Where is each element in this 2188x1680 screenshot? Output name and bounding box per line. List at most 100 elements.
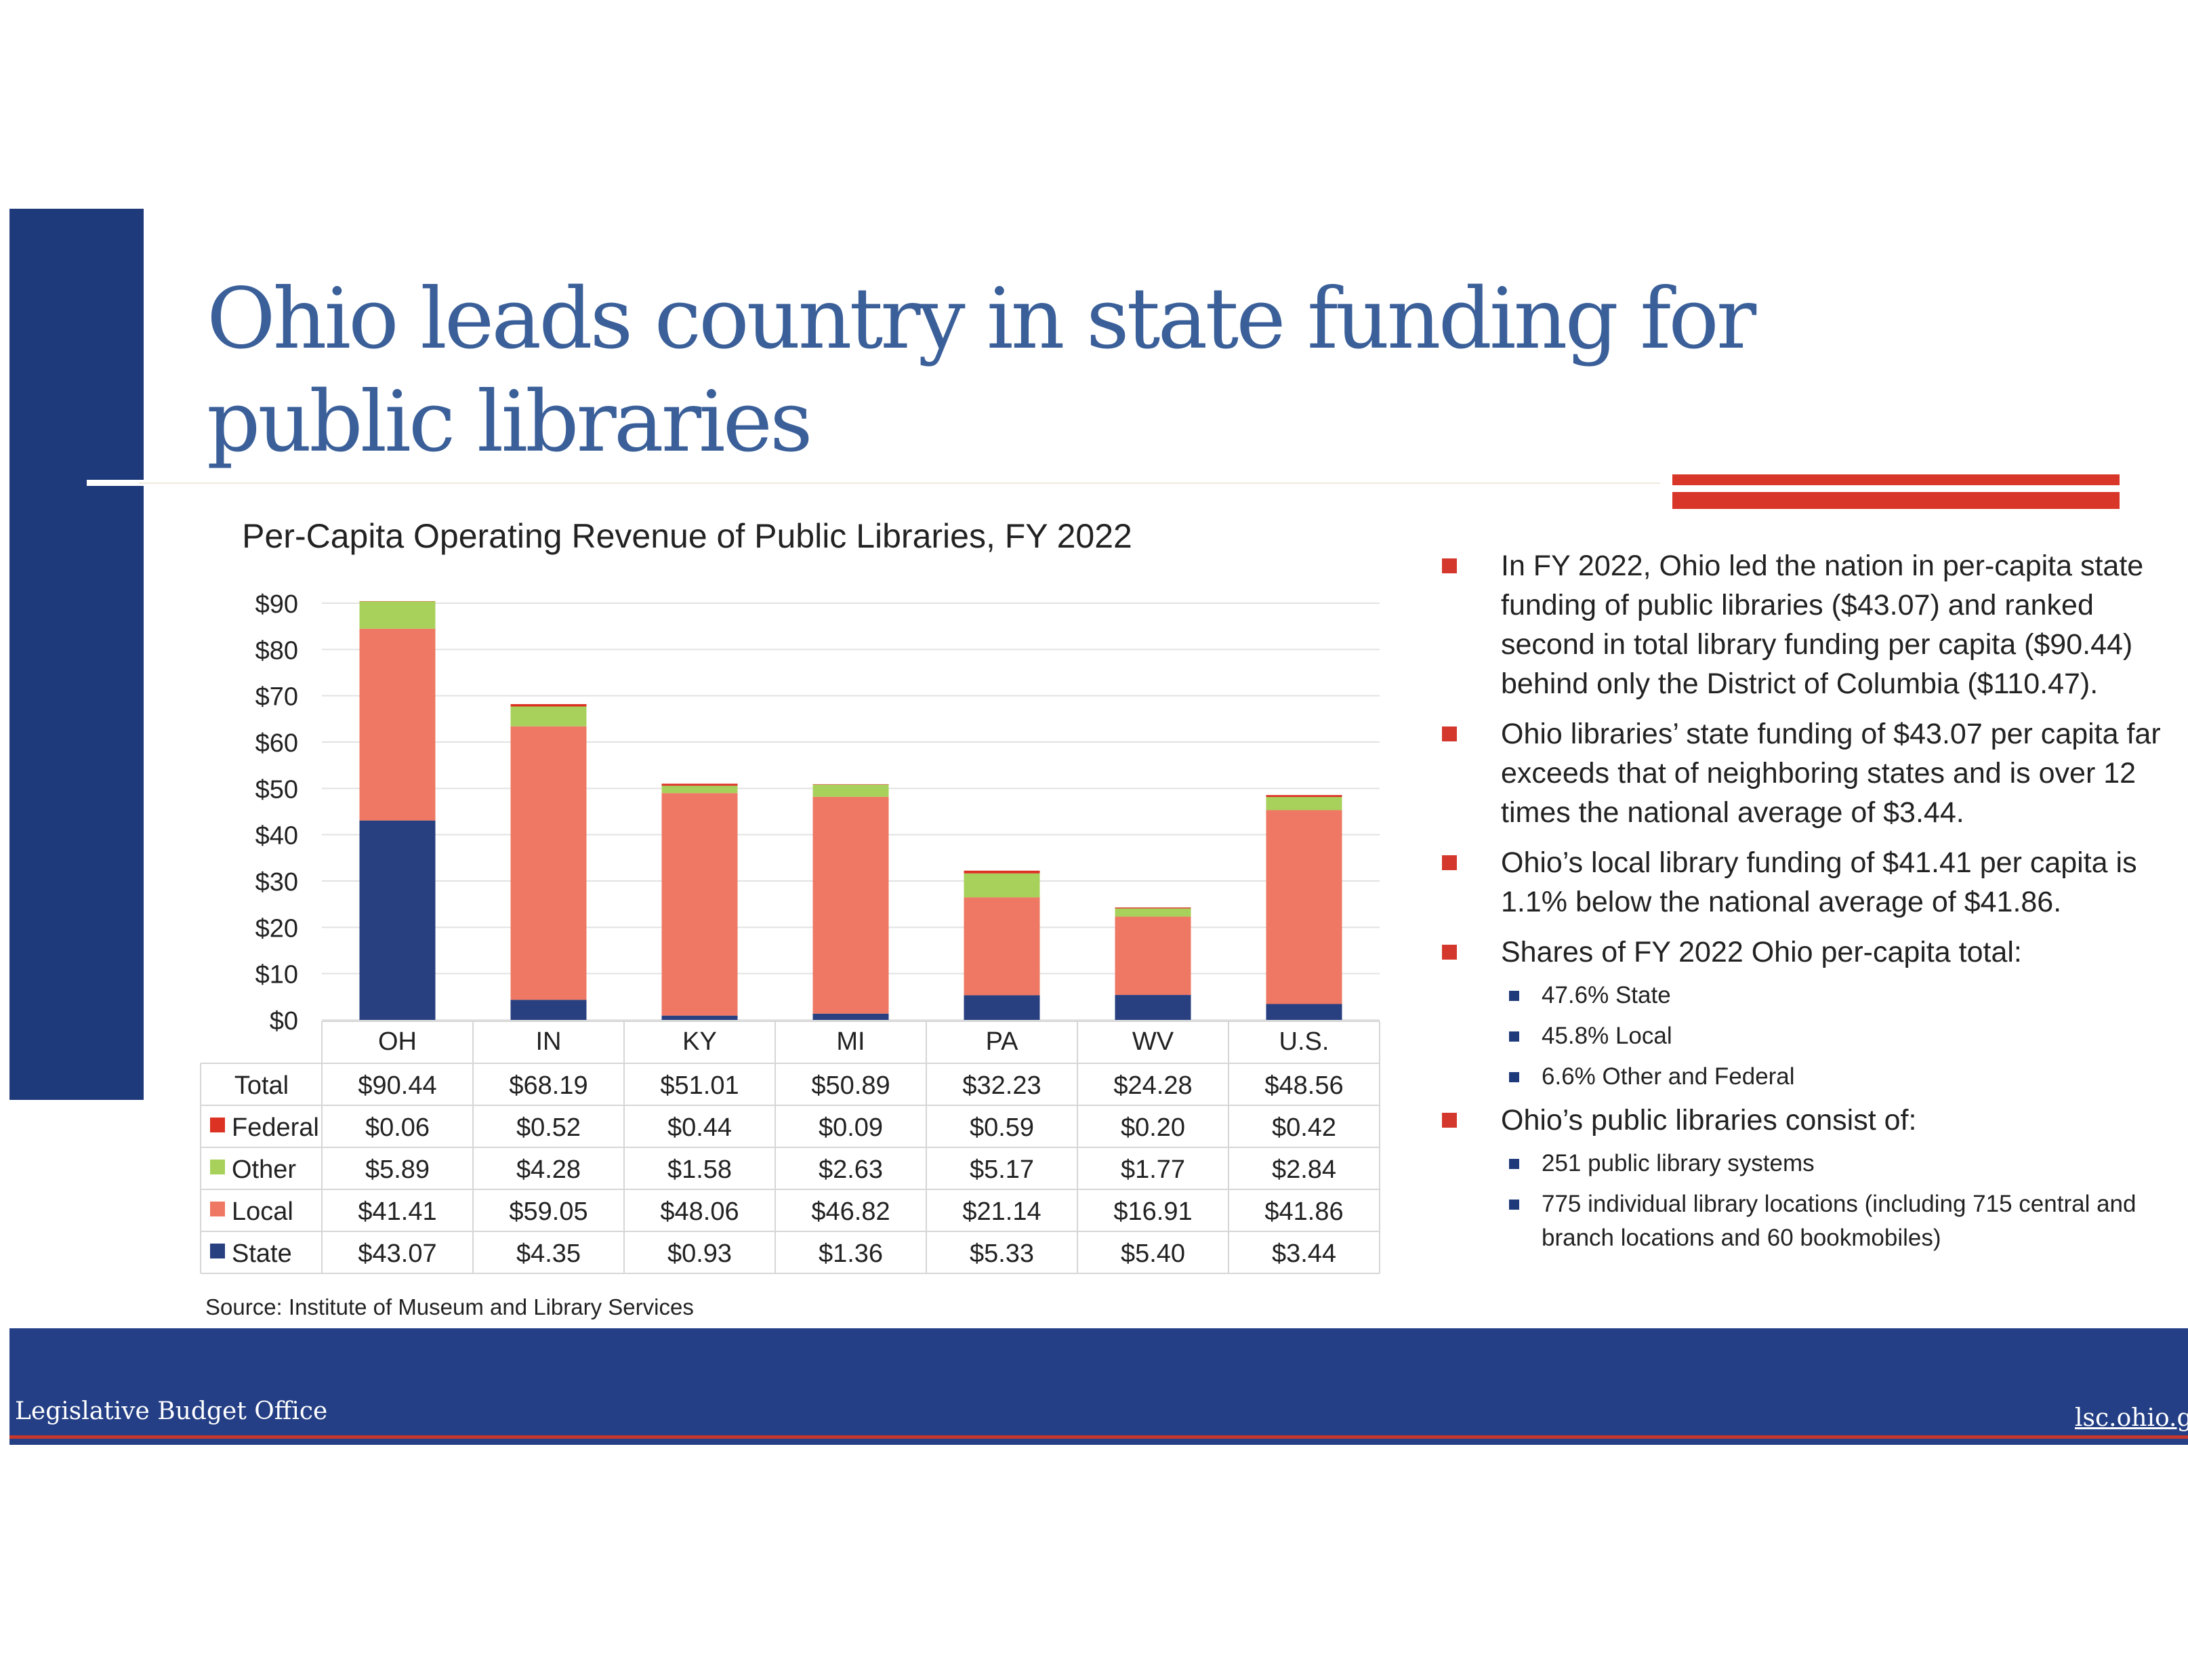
y-tick-label: $80 (255, 636, 298, 665)
bullet-text: Ohio’s local library funding of $41.41 p… (1501, 846, 2137, 918)
bar-other-wv (1115, 908, 1191, 917)
x-category-label: KY (682, 1027, 717, 1056)
x-category-label: OH (378, 1027, 417, 1056)
table-cell-state: $3.44 (1272, 1239, 1336, 1268)
bar-state-pa (964, 995, 1040, 1020)
bullet-item: Shares of FY 2022 Ohio per-capita total:… (1437, 933, 2182, 1094)
sub-bullet-text: 251 public library systems (1542, 1150, 1815, 1176)
bar-state-in (510, 1000, 587, 1020)
bar-state-oh (359, 820, 436, 1020)
sub-bullet-square-icon (1509, 1072, 1519, 1082)
footer-red-line (9, 1435, 2188, 1439)
legend-label-other: Other (232, 1155, 296, 1184)
bar-local-us (1266, 810, 1342, 1004)
bullet-item: Ohio’s local library funding of $41.41 p… (1437, 843, 2182, 922)
chart-bars (359, 601, 1342, 1020)
table-cell-other: $2.84 (1272, 1155, 1336, 1184)
x-category-label: IN (536, 1027, 562, 1056)
footer-band (9, 1328, 2188, 1445)
table-cell-local: $16.91 (1113, 1197, 1192, 1226)
bullet-text: In FY 2022, Ohio led the nation in per-c… (1501, 550, 2144, 700)
table-cell-state: $4.35 (516, 1239, 581, 1268)
bar-other-in (510, 706, 587, 726)
sub-bullet-item: 775 individual library locations (includ… (1501, 1187, 2182, 1255)
bar-local-wv (1115, 916, 1191, 996)
sub-bullet-item: 251 public library systems (1501, 1147, 2182, 1181)
bullet-square-icon (1442, 558, 1457, 573)
legend-swatch-federal (210, 1118, 225, 1132)
bar-local-pa (964, 897, 1040, 996)
y-axis: $90 $80 $70 $60 $50 $40 $30 $20 $10 $0 (255, 590, 298, 1036)
x-category-label: WV (1132, 1027, 1174, 1056)
table-row-label-total: Total (234, 1071, 289, 1100)
table-cell-total: $32.23 (962, 1071, 1041, 1100)
sub-bullet-item: 6.6% Other and Federal (1501, 1060, 2182, 1094)
bullet-item: Ohio libraries’ state funding of $43.07 … (1437, 714, 2182, 832)
table-cell-state: $43.07 (358, 1239, 436, 1268)
bar-federal-wv (1115, 907, 1191, 909)
legend-swatch-local (210, 1202, 225, 1216)
table-cell-local: $41.41 (358, 1197, 436, 1226)
sub-bullet-item: 47.6% State (1501, 979, 2182, 1012)
table-cell-state: $5.33 (970, 1239, 1034, 1268)
table-cell-total: $51.01 (660, 1071, 739, 1100)
bar-local-ky (661, 793, 738, 1016)
table-cell-federal: $0.20 (1121, 1113, 1185, 1142)
table-cell-other: $5.17 (970, 1155, 1034, 1184)
key-points: In FY 2022, Ohio led the nation in per-c… (1437, 546, 2182, 1262)
table-cell-local: $21.14 (962, 1197, 1041, 1226)
table-cell-federal: $0.09 (819, 1113, 883, 1142)
bar-state-mi (812, 1013, 889, 1020)
bar-state-ky (661, 1015, 738, 1020)
left-accent-tick (87, 480, 144, 486)
left-accent-bar (9, 209, 144, 1100)
y-tick-label: $60 (255, 729, 298, 758)
y-tick-label: $40 (255, 822, 298, 851)
x-category-label: U.S. (1279, 1027, 1329, 1056)
bullet-text: Ohio’s public libraries consist of: (1501, 1104, 1917, 1136)
table-cell-total: $90.44 (358, 1071, 436, 1100)
bar-local-in (510, 726, 587, 1000)
legend-label-state: State (232, 1239, 292, 1268)
sub-bullet-square-icon (1509, 1159, 1519, 1169)
footer-website-link[interactable]: lsc.ohio.gov (2075, 1404, 2188, 1432)
slide-title: Ohio leads country in state funding for … (207, 270, 1756, 471)
table-cell-other: $1.77 (1121, 1155, 1185, 1184)
bar-local-mi (812, 796, 889, 1014)
bullet-text: Ohio libraries’ state funding of $43.07 … (1501, 718, 2161, 829)
y-tick-label: $70 (255, 683, 298, 712)
sub-bullet-list: 47.6% State 45.8% Local 6.6% Other and Fed… (1501, 979, 2182, 1094)
bullet-item: In FY 2022, Ohio led the nation in per-c… (1437, 546, 2182, 703)
bullet-square-icon (1442, 1113, 1457, 1128)
bar-federal-us (1266, 795, 1342, 798)
table-cell-state: $0.93 (667, 1239, 732, 1268)
table-cell-federal: $0.06 (365, 1113, 430, 1142)
bar-federal-mi (812, 784, 889, 785)
chart-title: Per-Capita Operating Revenue of Public L… (242, 517, 1132, 555)
bar-other-us (1266, 797, 1342, 811)
bullet-square-icon (1442, 855, 1457, 870)
bar-other-oh (359, 601, 436, 629)
y-tick-label: $20 (255, 914, 298, 943)
table-cell-federal: $0.42 (1272, 1113, 1336, 1142)
table-cell-local: $46.82 (811, 1197, 890, 1226)
legend-label-federal: Federal (232, 1113, 319, 1142)
table-cell-total: $24.28 (1113, 1071, 1192, 1100)
bar-federal-pa (964, 870, 1040, 874)
accent-bar-top (1672, 474, 2120, 485)
table-cell-other: $2.63 (819, 1155, 883, 1184)
accent-bar-bottom (1672, 492, 2120, 509)
table-cell-local: $48.06 (660, 1197, 739, 1226)
sub-bullet-list: 251 public library systems 775 individual… (1501, 1147, 2182, 1255)
y-tick-label: $30 (255, 868, 298, 897)
bar-federal-in (510, 703, 587, 707)
table-cell-other: $1.58 (667, 1155, 732, 1184)
table-cell-federal: $0.52 (516, 1113, 581, 1142)
table-cell-federal: $0.59 (970, 1113, 1034, 1142)
sub-bullet-square-icon (1509, 991, 1519, 1001)
bullet-text: Shares of FY 2022 Ohio per-capita total: (1501, 936, 2022, 968)
sub-bullet-text: 45.8% Local (1542, 1023, 1672, 1049)
x-category-label: PA (986, 1027, 1019, 1056)
x-category-label: MI (836, 1027, 865, 1056)
data-table: OH IN KY MI PA WV U.S. Total $90.44 $68.19 $51.01 $… (200, 1021, 1380, 1274)
